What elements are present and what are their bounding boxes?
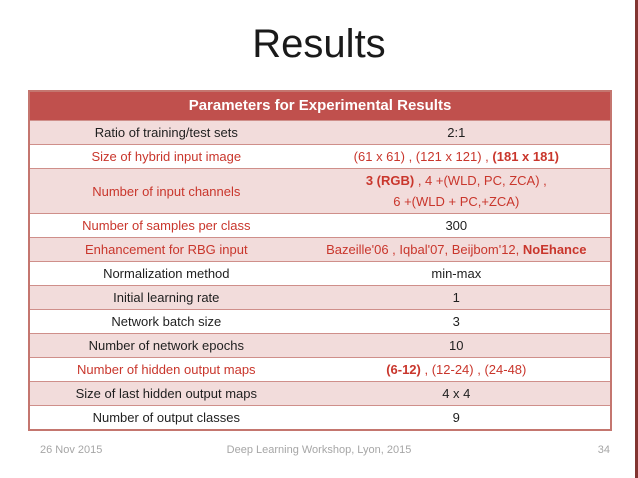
table-row: Normalization method min-max bbox=[30, 261, 610, 285]
slide-edge-accent-bar bbox=[635, 0, 638, 478]
table-row: Initial learning rate 1 bbox=[30, 285, 610, 309]
row-label: Number of network epochs bbox=[88, 338, 244, 353]
row-value: 3 bbox=[303, 310, 610, 333]
row-value-line: 4 x 4 bbox=[442, 386, 471, 401]
row-label: Number of hidden output maps bbox=[77, 362, 256, 377]
slide-title: Results bbox=[252, 22, 386, 66]
row-value: 1 bbox=[303, 286, 610, 309]
row-value-line: (61 x 61) , (121 x 121) , (181 x 181) bbox=[353, 149, 559, 164]
table-row: Network batch size 3 bbox=[30, 309, 610, 333]
footer-page-number: 34 bbox=[597, 444, 610, 456]
row-value: 3 (RGB) , 4 +(WLD, PC, ZCA) , 6 +(WLD + P… bbox=[303, 169, 610, 213]
table-row: Ratio of training/test sets 2:1 bbox=[30, 120, 610, 144]
row-value: 10 bbox=[303, 334, 610, 357]
row-value: (61 x 61) , (121 x 121) , (181 x 181) bbox=[303, 145, 610, 168]
row-value-line: 9 bbox=[452, 410, 460, 425]
footer-venue: Deep Learning Workshop, Lyon, 2015 bbox=[226, 444, 412, 456]
row-value: (6-12) , (12-24) , (24-48) bbox=[303, 358, 610, 381]
slide-footer: 26 Nov 2015 Deep Learning Workshop, Lyon… bbox=[0, 444, 638, 460]
row-value: 300 bbox=[303, 214, 610, 237]
table-header: Parameters for Experimental Results bbox=[30, 92, 610, 120]
row-label: Number of output classes bbox=[92, 410, 240, 425]
row-value-line: 2:1 bbox=[447, 125, 466, 140]
row-label: Number of samples per class bbox=[82, 218, 251, 233]
row-value-line: 3 (RGB) , 4 +(WLD, PC, ZCA) , bbox=[365, 173, 547, 188]
row-value: Bazeille'06 , Iqbal'07, Beijbom'12, NoEh… bbox=[303, 238, 610, 261]
table-row: Number of output classes 9 bbox=[30, 405, 610, 429]
row-value-line: 3 bbox=[452, 314, 460, 329]
row-value: min-max bbox=[303, 262, 610, 285]
row-label: Ratio of training/test sets bbox=[94, 125, 238, 140]
table-body: Ratio of training/test sets 2:1 Size of hy… bbox=[30, 120, 610, 429]
table-row: Size of hybrid input image (61 x 61) , (1… bbox=[30, 144, 610, 168]
row-label: Network batch size bbox=[111, 314, 222, 329]
parameters-table: Parameters for Experimental Results Rati… bbox=[28, 90, 612, 431]
table-row: Size of last hidden output maps 4 x 4 bbox=[30, 381, 610, 405]
row-value-line: 1 bbox=[452, 290, 460, 305]
row-value-line: min-max bbox=[431, 266, 482, 281]
table-row: Number of hidden output maps (6-12) , (12… bbox=[30, 357, 610, 381]
row-label: Initial learning rate bbox=[113, 290, 220, 305]
row-label: Normalization method bbox=[103, 266, 230, 281]
row-value-line: 6 +(WLD + PC,+ZCA) bbox=[393, 194, 520, 209]
table-row: Number of input channels 3 (RGB) , 4 +(WL… bbox=[30, 168, 610, 213]
row-value-line: 10 bbox=[449, 338, 464, 353]
table-row: Number of network epochs 10 bbox=[30, 333, 610, 357]
row-value: 2:1 bbox=[303, 121, 610, 144]
row-label: Size of hybrid input image bbox=[91, 149, 242, 164]
row-value-line: 300 bbox=[445, 218, 468, 233]
footer-date: 26 Nov 2015 bbox=[40, 444, 103, 456]
row-value-line: Bazeille'06 , Iqbal'07, Beijbom'12, NoEh… bbox=[326, 242, 587, 257]
row-label: Size of last hidden output maps bbox=[75, 386, 257, 401]
row-value: 9 bbox=[303, 406, 610, 429]
row-label: Number of input channels bbox=[92, 183, 241, 199]
row-value-line: (6-12) , (12-24) , (24-48) bbox=[386, 362, 527, 377]
table-row: Enhancement for RBG input Bazeille'06 , I… bbox=[30, 237, 610, 261]
table-row: Number of samples per class 300 bbox=[30, 213, 610, 237]
row-label: Enhancement for RBG input bbox=[85, 242, 248, 257]
row-value: 4 x 4 bbox=[303, 382, 610, 405]
